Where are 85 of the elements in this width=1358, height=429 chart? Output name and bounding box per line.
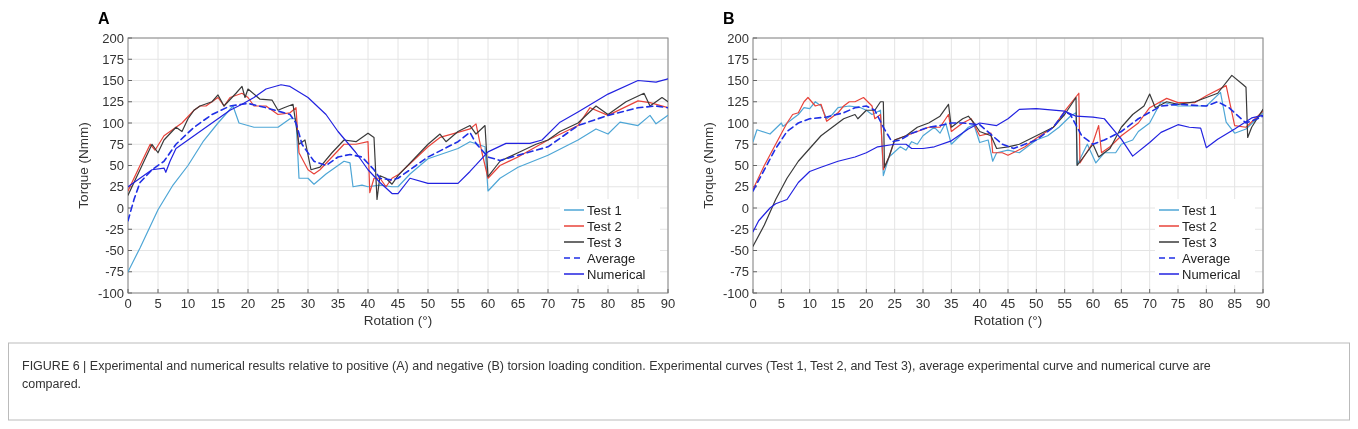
y-tick-label: 100 [102,115,124,131]
y-tick-label: 0 [116,200,124,216]
x-tick-label: 70 [1142,296,1157,311]
x-tick-label: 55 [450,296,466,311]
y-tick-label: -75 [105,264,124,280]
y-tick-label: 50 [109,158,124,173]
y-tick-label: -50 [105,243,124,258]
x-tick-label: 80 [1199,296,1214,311]
x-tick-label: 85 [630,296,646,311]
line-series [753,107,1263,233]
x-tick-label: 65 [510,296,526,311]
x-tick-label: 60 [480,296,496,311]
x-tick-label: 15 [830,296,846,311]
x-tick-label: 55 [1057,296,1072,311]
y-tick-label: 200 [727,30,749,46]
y-axis-title: Torque (Nmm) [76,122,91,209]
y-tick-label: 25 [109,179,124,195]
y-tick-label: 50 [734,158,749,173]
x-tick-label: 50 [420,296,436,311]
line-series [753,74,1263,247]
x-tick-label: 20 [240,296,256,311]
y-tick-label: 125 [727,94,749,110]
x-tick-label: 35 [944,296,959,311]
line-series [753,91,1263,177]
y-tick-label: -50 [730,243,749,258]
x-tick-label: 60 [1085,296,1101,311]
x-tick-label: 10 [180,296,196,311]
line-series [753,85,1263,190]
y-tick-label: -100 [97,285,124,301]
y-tick-label: 0 [741,200,749,216]
x-tick-label: 35 [330,296,346,311]
x-tick-label: 25 [270,296,286,311]
x-axis-title: Rotation (°) [363,313,433,328]
x-tick-label: 40 [972,296,987,311]
x-tick-label: 90 [660,296,676,311]
legend-label: Test 2 [587,218,622,234]
x-tick-label: 70 [540,296,556,311]
x-tick-label: 65 [1114,296,1129,311]
x-tick-label: 75 [570,296,586,311]
x-tick-label: 90 [1255,296,1271,311]
y-tick-label: 150 [102,73,124,88]
caption: FIGURE 6 | Experimental and numerical results relative to positive (A) and negative (B) torsion loading condition. Experimental curves (Test 1, Test 2, and Test 3), average experimental curve and numerical curve are compared. [22,359,1211,391]
x-tick-label: 10 [802,296,817,311]
legend-label: Average [1182,250,1231,266]
x-tick-label: 85 [1227,296,1242,311]
line-series [128,102,668,222]
legend-label: Test 2 [1182,218,1217,234]
x-tick-label: 5 [154,296,162,311]
y-tick-label: 125 [102,94,124,110]
legend-label: Test 3 [1182,234,1217,250]
x-tick-label: 15 [210,296,226,311]
legend-label: Numerical [1182,266,1241,282]
x-tick-label: 45 [390,296,406,311]
y-axis-title: Torque (Nmm) [701,122,716,209]
y-tick-label: -75 [730,264,749,280]
y-tick-label: -25 [730,221,749,237]
y-tick-label: 75 [109,136,124,152]
line-series [753,100,1263,192]
legend-label: Numerical [587,266,646,282]
y-tick-label: 175 [102,51,124,67]
legend-label: Average [587,250,636,266]
y-tick-label: 25 [734,179,749,195]
x-tick-label: 75 [1170,296,1186,311]
y-tick-label: -100 [722,285,749,301]
x-axis-title: Rotation (°) [973,313,1043,328]
y-tick-label: 75 [734,136,749,152]
legend-label: Test 1 [1182,202,1217,218]
x-tick-label: 25 [887,296,902,311]
y-tick-label: 200 [102,30,124,46]
x-tick-label: 50 [1029,296,1044,311]
y-tick-label: 100 [727,115,749,131]
x-tick-label: 5 [777,296,785,311]
y-tick-label: -25 [105,221,124,237]
x-tick-label: 20 [859,296,874,311]
y-tick-label: 175 [727,51,749,67]
x-tick-label: 30 [915,296,931,311]
x-tick-label: 40 [360,296,376,311]
legend-label: Test 1 [587,202,622,218]
x-tick-label: 45 [1000,296,1016,311]
x-tick-label: 80 [600,296,616,311]
chart-title: B [723,10,735,27]
chart-title: A [98,10,110,27]
x-tick-label: 30 [300,296,316,311]
legend-label: Test 3 [587,234,622,250]
y-tick-label: 150 [727,73,749,88]
